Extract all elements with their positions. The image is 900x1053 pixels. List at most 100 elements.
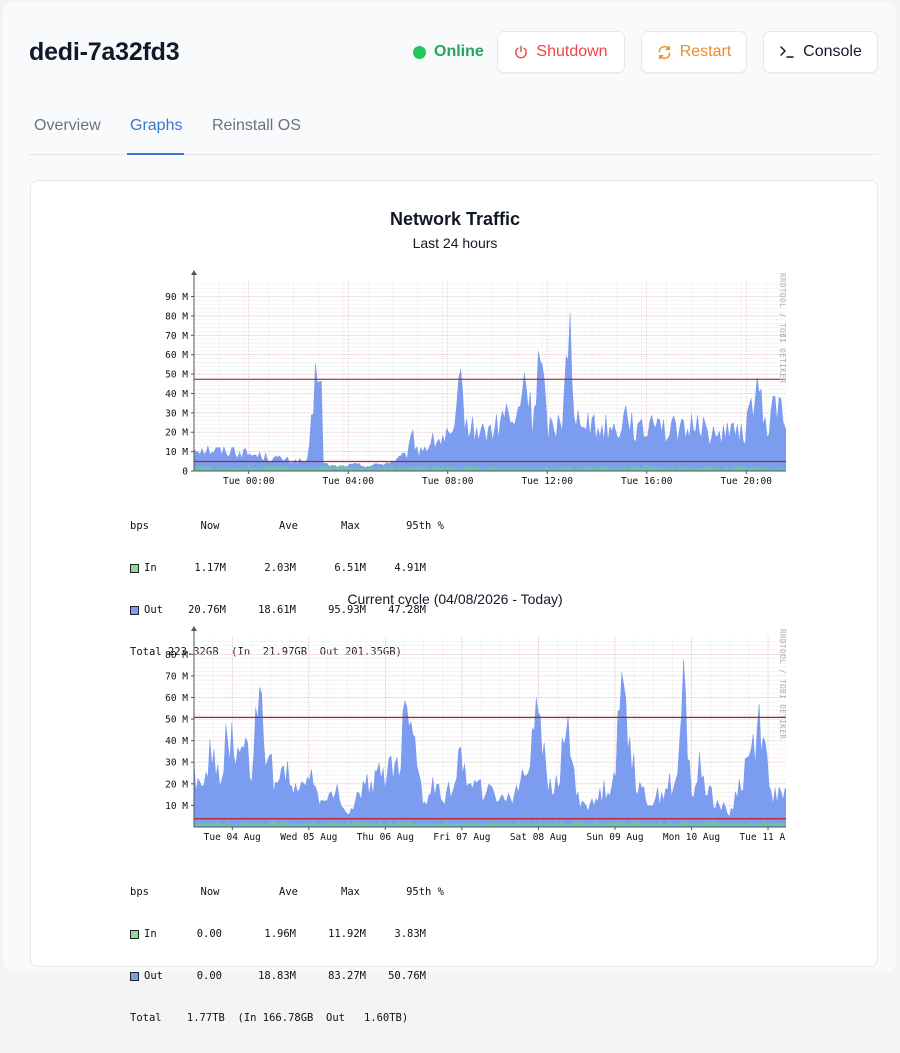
y-tick-label: 80 M	[165, 311, 188, 322]
in-swatch-icon	[130, 563, 139, 573]
cycle-legend: bps Now Ave Max 95th % In 0.00 1.96M 11.…	[130, 857, 444, 1053]
y-tick-label: 0	[182, 467, 188, 478]
y-tick-label: 20 M	[165, 779, 188, 790]
legend-out-ave: 18.83M	[258, 970, 296, 982]
rrdtool-watermark: RRDTOOL / TOBI OETIKER	[778, 629, 787, 740]
legend-in-ave: 2.03M	[264, 562, 296, 574]
y-tick-label: 70 M	[165, 331, 188, 342]
refresh-icon	[657, 45, 672, 60]
legend-in-label: In	[130, 927, 170, 941]
daily-traffic-chart: 0 10 M 20 M 30 M 40 M 50 M 60 M 70 M 80 M 90 M Tue…	[165, 270, 786, 484]
legend-out-name: Out	[144, 604, 163, 616]
cycle-graph-subtitle: Current cycle (04/08/2026 - Today)	[347, 591, 563, 607]
legend-total-out: Out 201.35GB)	[319, 646, 402, 658]
legend-row-in: In 0.00 1.96M 11.92M 3.83M	[130, 927, 444, 941]
legend-row-in: In 1.17M 2.03M 6.51M 4.91M	[130, 561, 444, 575]
legend-col-p95: 95th %	[406, 520, 444, 532]
y-axis-arrow	[191, 270, 197, 275]
tab-overview[interactable]: Overview	[34, 117, 101, 134]
x-tick-label: Tue 04:00	[322, 476, 374, 484]
console-button[interactable]: Console	[763, 31, 878, 73]
y-tick-label: 90 M	[165, 292, 188, 303]
legend-out-p95: 50.76M	[388, 970, 426, 982]
legend-header: bps Now Ave Max 95th %	[130, 885, 444, 899]
out-traffic-area	[193, 659, 786, 828]
legend-in-name: In	[144, 928, 157, 940]
cycle-traffic-chart: 10 M 20 M 30 M 40 M 50 M 60 M 70 M 80 M Tue 04 A…	[165, 626, 786, 843]
legend-in-name: In	[144, 562, 157, 574]
legend-out-label: Out	[130, 969, 170, 983]
legend-col-ave: Ave	[279, 520, 298, 532]
x-tick-label: Tue 16:00	[621, 476, 673, 484]
x-tick-label: Fri 07 Aug	[433, 832, 490, 843]
y-axis-arrow	[191, 626, 197, 631]
legend-total-out: Out 1.60TB)	[326, 1012, 409, 1024]
legend-total-label: Total	[130, 646, 162, 658]
server-detail-page: dedi-7a32fd3 Online Shutdown Restart Con…	[3, 2, 896, 1024]
legend-in-now: 1.17M	[194, 562, 226, 574]
shutdown-button[interactable]: Shutdown	[497, 31, 625, 73]
x-tick-label: Sat 08 Aug	[510, 832, 567, 843]
console-label: Console	[803, 43, 862, 60]
legend-col-max: Max	[341, 886, 360, 898]
y-tick-label: 10 M	[165, 801, 188, 812]
tab-reinstall-os[interactable]: Reinstall OS	[212, 117, 301, 134]
power-icon	[514, 45, 528, 59]
y-tick-label: 60 M	[165, 350, 188, 361]
y-tick-label: 10 M	[165, 447, 188, 458]
out-swatch-icon	[130, 971, 139, 981]
shutdown-label: Shutdown	[536, 43, 608, 60]
in-swatch-icon	[130, 929, 139, 939]
legend-out-max: 95.93M	[328, 604, 366, 616]
x-tick-label: Tue 04 Aug	[204, 832, 261, 843]
legend-row-out: Out 0.00 18.83M 83.27M 50.76M	[130, 969, 444, 983]
y-tick-label: 40 M	[165, 736, 188, 747]
x-tick-label: Tue 12:00	[521, 476, 573, 484]
out-traffic-area	[193, 313, 786, 472]
legend-total-in: (In 166.78GB	[237, 1012, 314, 1024]
y-tick-label: 80 M	[165, 650, 188, 661]
y-tick-label: 30 M	[165, 758, 188, 769]
in-traffic-area	[194, 820, 786, 827]
legend-total-in: (In 21.97GB	[231, 646, 308, 658]
status-indicator: Online	[413, 43, 484, 61]
graph-section-title: Network Traffic	[389, 209, 521, 229]
y-tick-label: 70 M	[165, 671, 188, 682]
server-name: dedi-7a32fd3	[29, 38, 180, 66]
legend-out-name: Out	[144, 970, 163, 982]
legend-col-now: Now	[200, 520, 220, 532]
out-swatch-icon	[130, 605, 139, 615]
legend-in-label: In	[130, 561, 170, 575]
legend-in-p95: 4.91M	[394, 562, 426, 574]
restart-button[interactable]: Restart	[641, 31, 747, 73]
tab-graphs[interactable]: Graphs	[127, 117, 184, 155]
x-tick-label: Tue 08:00	[422, 476, 474, 484]
legend-unit: bps	[130, 520, 149, 532]
legend-in-ave: 1.96M	[264, 928, 296, 940]
graphs-card: Network Traffic Last 24 hours 0 10 M 20 M 3…	[30, 180, 878, 1024]
legend-col-max: Max	[341, 520, 360, 532]
legend-row-out: Out 20.76M 18.61M 95.93M 47.28M	[130, 603, 444, 617]
legend-col-now: Now	[200, 886, 220, 898]
legend-total-label: Total	[130, 1012, 162, 1024]
cycle-traffic-graph: 10 M 20 M 30 M 40 M 50 M 60 M 70 M 80 M Tue 04 A…	[126, 625, 787, 1024]
daily-graph-subtitle: Last 24 hours	[412, 235, 498, 251]
legend-out-max: 83.27M	[328, 970, 366, 982]
legend-col-ave: Ave	[279, 886, 298, 898]
y-tick-label: 40 M	[165, 389, 188, 400]
y-tick-label: 50 M	[165, 715, 188, 726]
legend-in-p95: 3.83M	[394, 928, 426, 940]
x-tick-label: Tue 11 Aug	[739, 832, 786, 843]
legend-in-now: 0.00	[196, 928, 222, 940]
y-tick-label: 20 M	[165, 428, 188, 439]
y-tick-label: 50 M	[165, 370, 188, 381]
legend-unit: bps	[130, 886, 149, 898]
terminal-icon	[779, 45, 795, 59]
status-text: Online	[434, 43, 484, 60]
in-traffic-area	[194, 465, 786, 471]
legend-total-value: 1.77TB	[186, 1012, 225, 1024]
legend-in-max: 6.51M	[334, 562, 366, 574]
online-dot-icon	[413, 45, 426, 59]
legend-header: bps Now Ave Max 95th %	[130, 519, 444, 533]
tab-bar: Overview Graphs Reinstall OS	[29, 106, 878, 155]
